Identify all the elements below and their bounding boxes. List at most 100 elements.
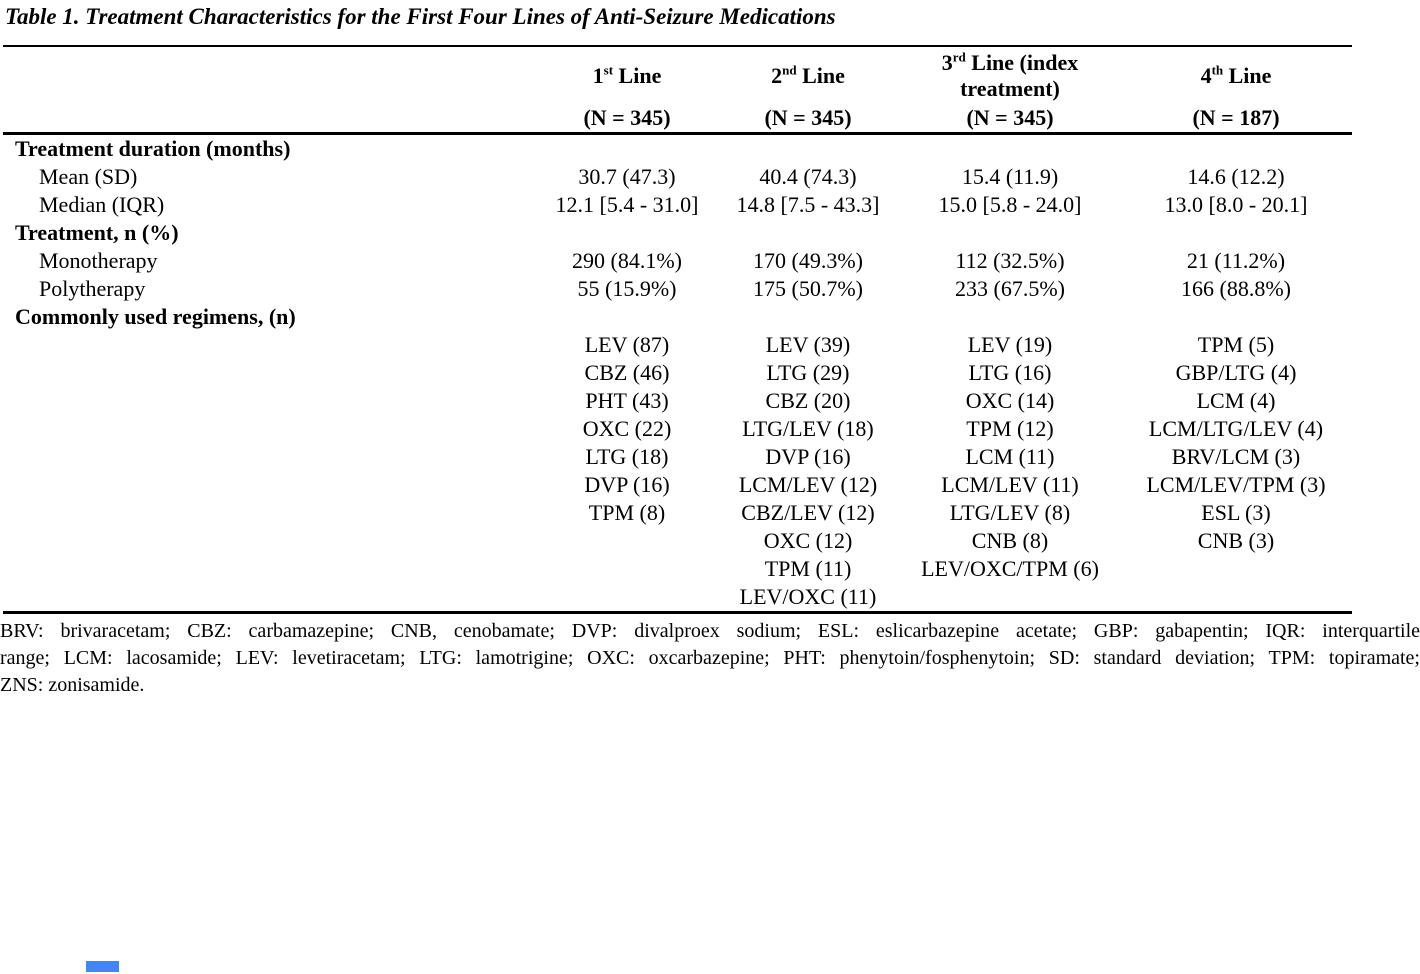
cell: 13.0 [8.0 - 20.1] (1164, 192, 1308, 217)
cell: LEV (39) (765, 332, 851, 357)
cell: 112 (32.5%) (955, 248, 1065, 273)
cell: 30.7 (47.3) (578, 164, 676, 189)
cell: CNB (3) (1197, 528, 1275, 553)
column-n-count: (N = 345) (583, 105, 671, 130)
cell: 170 (49.3%) (753, 248, 863, 273)
column-header-label: 3rd Line (index treatment) (941, 49, 1079, 101)
ordinal-superscript: th (1211, 62, 1224, 78)
cell: LEV (87) (584, 332, 670, 357)
cell (538, 303, 716, 331)
cell (1120, 219, 1352, 247)
cell: DVP (16) (584, 472, 670, 497)
cell: LTG (16) (968, 360, 1052, 385)
row-label: Treatment duration (months) (15, 136, 291, 161)
column-n-count: (N = 345) (764, 105, 852, 130)
cell: CBZ (20) (765, 388, 851, 413)
treatment-table: 1st Line (N = 345) 2nd Line (N = 345) 3rd Li… (3, 45, 1352, 614)
column-header: 3rd Line (index treatment) (N = 345) (900, 46, 1120, 134)
cell: 15.0 [5.8 - 24.0] (938, 192, 1082, 217)
cell: 12.1 [5.4 - 31.0] (555, 192, 699, 217)
horizontal-scrollbar-thumb[interactable] (86, 961, 119, 972)
table-title: Table 1. Treatment Characteristics for t… (5, 4, 836, 29)
cell: 21 (11.2%) (1186, 248, 1286, 273)
column-header: 1st Line (N = 345) (538, 46, 716, 134)
cell: 14.8 [7.5 - 43.3] (736, 192, 880, 217)
cell (538, 583, 716, 613)
table-row: Mean (SD) 30.7 (47.3) 40.4 (74.3) 15.4 (11.… (3, 163, 1352, 191)
table-row: Monotherapy 290 (84.1%) 170 (49.3%) 112 (32… (3, 247, 1352, 275)
cell (716, 303, 900, 331)
table-row: Median (IQR) 12.1 [5.4 - 31.0] 14.8 [7.5 -… (3, 191, 1352, 219)
table-row: Treatment, n (%) (3, 219, 1352, 247)
cell: TPM (8) (588, 500, 666, 525)
cell: DVP (16) (765, 444, 851, 469)
column-header-label: 1st Line (592, 62, 662, 88)
cell (900, 303, 1120, 331)
cell: 290 (84.1%) (572, 248, 682, 273)
ordinal-superscript: rd (952, 49, 966, 65)
table-row: OXC (12) CNB (8) CNB (3) (3, 527, 1352, 555)
cell (716, 134, 900, 164)
row-label: Mean (SD) (39, 164, 138, 189)
cell: 40.4 (74.3) (759, 164, 857, 189)
row-label (3, 387, 538, 415)
cell: LEV/OXC (11) (739, 584, 877, 609)
cell: CBZ/LEV (12) (741, 500, 875, 525)
row-label: Monotherapy (39, 248, 158, 273)
cell (538, 555, 716, 583)
row-label (3, 583, 538, 613)
cell: TPM (12) (966, 416, 1054, 441)
cell (538, 134, 716, 164)
cell (900, 134, 1120, 164)
table-row: LTG (18) DVP (16) LCM (11) BRV/LCM (3) (3, 443, 1352, 471)
row-label: Polytherapy (39, 276, 146, 301)
row-label: Treatment, n (%) (15, 220, 179, 245)
cell (1120, 555, 1352, 583)
table-row: LEV/OXC (11) (3, 583, 1352, 613)
cell: 15.4 (11.9) (961, 164, 1059, 189)
ordinal-superscript: st (603, 62, 614, 78)
table-row: Polytherapy 55 (15.9%) 175 (50.7%) 233 (67.… (3, 275, 1352, 303)
cell (900, 583, 1120, 613)
column-header: 4th Line (N = 187) (1120, 46, 1352, 134)
row-label: Median (IQR) (39, 192, 165, 217)
row-label (3, 527, 538, 555)
cell: 166 (88.8%) (1181, 276, 1291, 301)
cell: OXC (12) (763, 528, 853, 553)
cell (1120, 134, 1352, 164)
cell (1120, 303, 1352, 331)
table-row: PHT (43) CBZ (20) OXC (14) LCM (4) (3, 387, 1352, 415)
cell: 14.6 (12.2) (1187, 164, 1285, 189)
row-label (3, 555, 538, 583)
row-label (3, 499, 538, 527)
table-row: Commonly used regimens, (n) (3, 303, 1352, 331)
column-n-count: (N = 187) (1192, 105, 1280, 130)
table-row: TPM (8) CBZ/LEV (12) LTG/LEV (8) ESL (3) (3, 499, 1352, 527)
table-row: LEV (87) LEV (39) LEV (19) TPM (5) (3, 331, 1352, 359)
table-row: OXC (22) LTG/LEV (18) TPM (12) LCM/LTG/LEV … (3, 415, 1352, 443)
cell: OXC (14) (965, 388, 1055, 413)
footnote-line: BRV: brivaracetam; CBZ: carbamazepine; C… (0, 620, 1420, 642)
row-label (3, 443, 538, 471)
cell: LEV (19) (967, 332, 1053, 357)
cell: OXC (22) (582, 416, 672, 441)
cell: CBZ (46) (584, 360, 670, 385)
cell: LTG (18) (585, 444, 669, 469)
cell: TPM (5) (1197, 332, 1275, 357)
table-row: CBZ (46) LTG (29) LTG (16) GBP/LTG (4) (3, 359, 1352, 387)
cell: TPM (11) (764, 556, 852, 581)
column-header-label: 4th Line (1200, 62, 1272, 88)
row-label (3, 359, 538, 387)
table-row: Treatment duration (months) (3, 134, 1352, 164)
cell: LCM (11) (965, 444, 1055, 469)
row-label-header (3, 46, 538, 134)
row-label: Commonly used regimens, (n) (15, 304, 296, 329)
column-n-count: (N = 345) (966, 105, 1054, 130)
cell: LTG (29) (766, 360, 850, 385)
cell: LCM/LEV/TPM (3) (1146, 472, 1326, 497)
cell (716, 219, 900, 247)
table-row: TPM (11) LEV/OXC/TPM (6) (3, 555, 1352, 583)
cell: 55 (15.9%) (577, 276, 677, 301)
abbreviations-footnote: BRV: brivaracetam; CBZ: carbamazepine; C… (0, 618, 1420, 699)
